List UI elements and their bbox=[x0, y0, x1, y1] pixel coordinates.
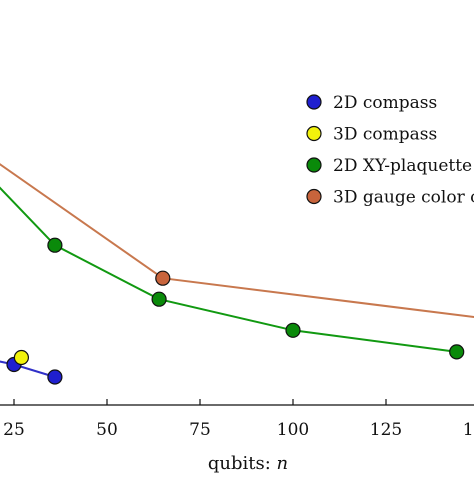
legend-marker-0 bbox=[306, 94, 322, 110]
data-point-1-0 bbox=[13, 349, 29, 366]
x-tick-label-5: 150 bbox=[463, 420, 474, 440]
data-point-2-2 bbox=[151, 291, 167, 307]
legend-marker-3 bbox=[306, 188, 322, 205]
x-tick-label-0: 25 bbox=[3, 420, 25, 440]
legend-label-1: 3D compass bbox=[333, 125, 437, 145]
data-point-0-4 bbox=[47, 369, 63, 385]
data-point-2-1 bbox=[47, 237, 63, 253]
axes: 25 50 75 100 125 150 qubits: n bbox=[0, 399, 474, 474]
legend-label-2: 2D XY-plaquette bbox=[333, 156, 472, 176]
x-tick-label-4: 125 bbox=[370, 420, 402, 440]
x-axis-label-text: qubits: bbox=[208, 453, 277, 474]
x-tick-label-1: 50 bbox=[96, 420, 118, 440]
legend-label-3: 3D gauge color code bbox=[333, 188, 474, 208]
x-tick-label-2: 75 bbox=[189, 420, 211, 440]
data-point-2-4 bbox=[449, 344, 465, 360]
legend-marker-1 bbox=[306, 125, 322, 142]
x-axis-label-variable: n bbox=[277, 453, 289, 474]
plot-area bbox=[0, 163, 474, 385]
x-axis-label: qubits: n bbox=[208, 453, 288, 474]
series-line-0 bbox=[0, 360, 56, 378]
data-point-3-1 bbox=[155, 270, 171, 286]
data-point-2-3 bbox=[285, 322, 301, 338]
legend-marker-2 bbox=[306, 157, 322, 173]
x-tick-label-3: 100 bbox=[277, 420, 309, 440]
legend-label-0: 2D compass bbox=[333, 93, 437, 113]
legend: 2D compass 3D compass 2D XY-plaquette 3D ga… bbox=[306, 93, 474, 208]
